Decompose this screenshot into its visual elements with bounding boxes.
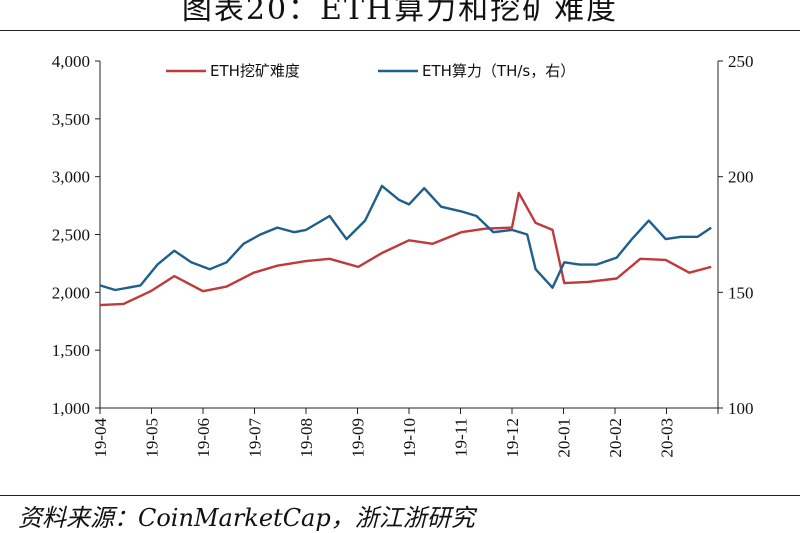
- left-tick-label: 2,500: [52, 226, 90, 245]
- top-divider: [0, 30, 800, 31]
- x-tick-label: 19-07: [246, 418, 265, 458]
- left-tick-label: 1,000: [52, 399, 90, 418]
- x-tick-label: 19-06: [194, 418, 213, 458]
- right-tick-label: 200: [728, 168, 754, 187]
- bottom-divider: [0, 495, 800, 496]
- x-tick-label: 19-11: [452, 418, 471, 457]
- x-tick-label: 19-10: [400, 418, 419, 458]
- right-tick-label: 150: [728, 283, 754, 302]
- legend-label-difficulty: ETH挖矿难度: [210, 62, 300, 80]
- left-tick-label: 3,000: [52, 168, 90, 187]
- legend-label-hashrate: ETH算力（TH/s，右）: [422, 62, 575, 80]
- x-tick-label: 19-04: [91, 418, 110, 458]
- left-tick-label: 2,000: [52, 283, 90, 302]
- x-tick-label: 19-08: [297, 418, 316, 458]
- left-tick-label: 3,500: [52, 110, 90, 129]
- x-tick-label: 19-05: [143, 418, 162, 458]
- x-tick-label: 19-09: [349, 418, 368, 458]
- series-line-hashrate: [99, 184, 712, 292]
- right-tick-label: 250: [728, 52, 754, 71]
- chart-title: 图表20：ETH算力和挖矿难度: [181, 0, 619, 27]
- x-tick-label: 20-02: [606, 418, 625, 458]
- right-tick-label: 100: [728, 399, 754, 418]
- left-tick-label: 4,000: [52, 52, 90, 71]
- left-tick-label: 1,500: [52, 341, 90, 360]
- chart: 1,000 1,500 2,000 2,500 3,000 3,500 4,000 100 15…: [52, 52, 754, 458]
- series-line-difficulty: [99, 191, 712, 307]
- x-tick-label: 19-12: [503, 418, 522, 458]
- x-tick-label: 20-03: [658, 418, 677, 458]
- x-tick-label: 20-01: [555, 418, 574, 458]
